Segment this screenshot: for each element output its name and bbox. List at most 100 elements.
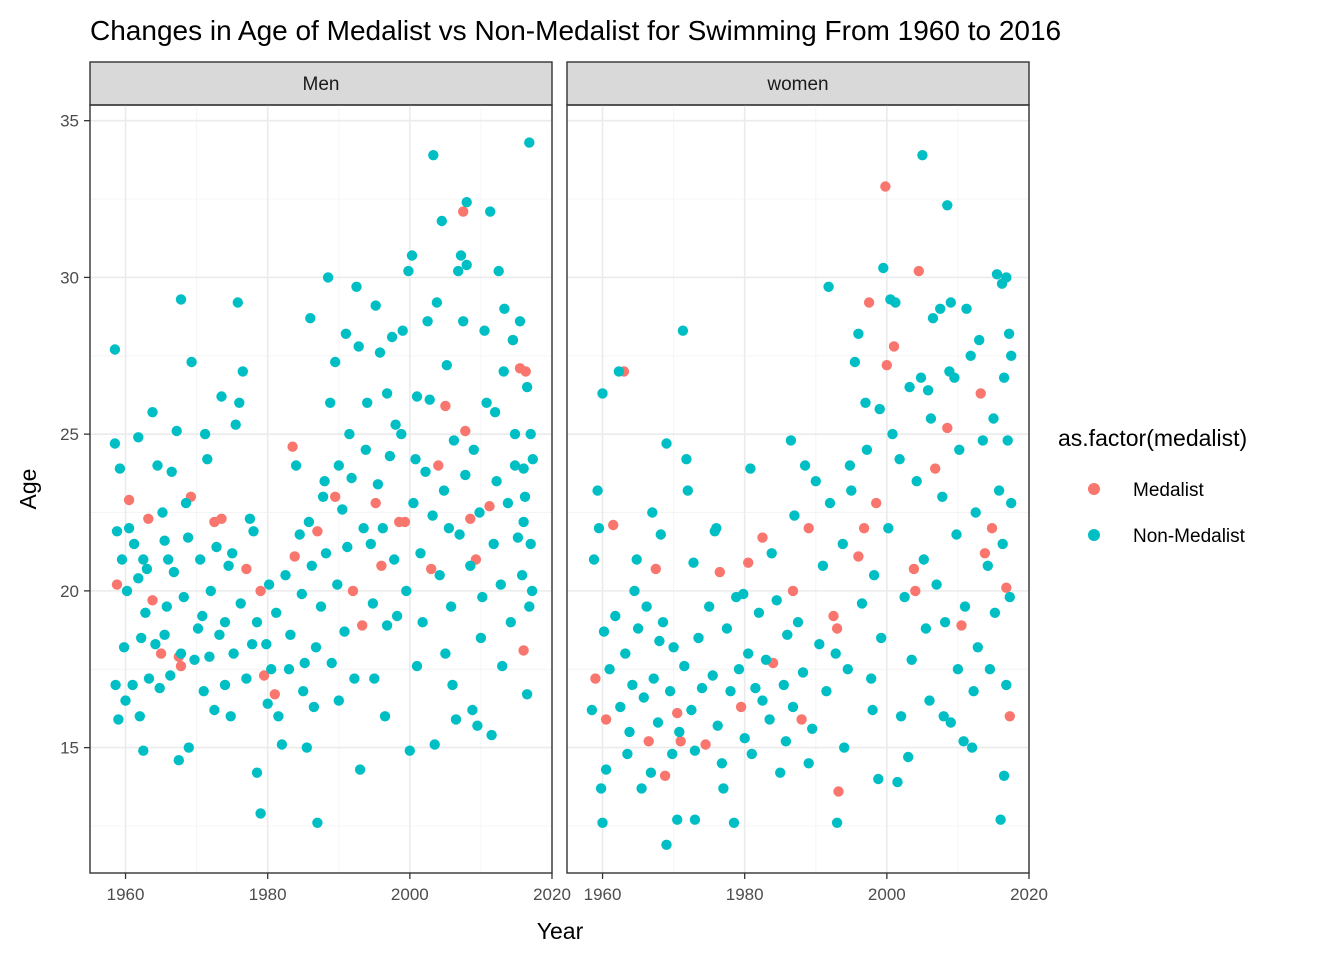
point-women-medalist — [650, 563, 661, 575]
point-women-non-medalist — [604, 664, 615, 675]
point-women-non-medalist — [600, 764, 612, 775]
point-men-medalist — [258, 670, 270, 681]
point-women-non-medalist — [598, 626, 610, 637]
point-women-non-medalist — [945, 717, 956, 728]
point-women-non-medalist — [951, 529, 962, 540]
point-women-non-medalist — [814, 639, 825, 650]
point-women-non-medalist — [712, 720, 723, 731]
point-women-non-medalist — [883, 523, 894, 534]
point-men-non-medalist — [326, 657, 337, 669]
point-women-non-medalist — [823, 281, 834, 292]
point-men-non-medalist — [121, 585, 133, 597]
point-women-non-medalist — [842, 664, 853, 675]
point-men-non-medalist — [365, 538, 376, 550]
point-women-non-medalist — [622, 748, 633, 760]
point-women-non-medalist — [906, 654, 917, 665]
point-men-non-medalist — [111, 526, 123, 537]
point-women-medalist — [975, 388, 986, 399]
point-women-non-medalist — [760, 654, 772, 665]
point-women-non-medalist — [595, 783, 607, 794]
point-men-non-medalist — [436, 215, 447, 227]
point-women-non-medalist — [686, 704, 697, 716]
point-men-medalist — [330, 491, 341, 502]
point-men-non-medalist — [232, 297, 243, 308]
point-men-non-medalist — [305, 313, 316, 324]
x-tick-label: 2000 — [868, 885, 906, 904]
point-men-non-medalist — [458, 316, 469, 327]
point-women-non-medalist — [839, 742, 850, 753]
point-men-non-medalist — [453, 265, 464, 277]
point-women-non-medalist — [846, 485, 857, 496]
point-men-non-medalist — [312, 817, 323, 828]
point-men-non-medalist — [516, 570, 528, 581]
point-women-non-medalist — [696, 682, 708, 694]
point-men-non-medalist — [228, 648, 239, 659]
point-women-non-medalist — [799, 460, 811, 471]
point-men-non-medalist — [489, 407, 501, 418]
point-men-non-medalist — [518, 516, 529, 528]
point-women-non-medalist — [935, 303, 946, 314]
point-men-non-medalist — [280, 570, 291, 581]
point-women-non-medalist — [984, 664, 996, 675]
point-men-non-medalist — [315, 601, 327, 612]
point-men-non-medalist — [189, 654, 200, 665]
point-men-medalist — [241, 563, 252, 575]
point-women-non-medalist — [775, 767, 786, 778]
x-tick-label: 1960 — [584, 885, 622, 904]
point-women-non-medalist — [704, 601, 715, 612]
point-men-non-medalist — [428, 150, 439, 161]
point-men-non-medalist — [420, 466, 431, 477]
legend-label-non-medalist: Non-Medalist — [1133, 526, 1246, 547]
point-women-non-medalist — [624, 726, 635, 738]
point-men-non-medalist — [251, 767, 263, 778]
point-men-non-medalist — [333, 695, 344, 706]
point-women-non-medalist — [592, 485, 603, 496]
point-women-non-medalist — [830, 648, 841, 659]
point-women-non-medalist — [959, 601, 971, 612]
point-men-non-medalist — [109, 438, 121, 449]
point-women-non-medalist — [738, 588, 749, 600]
point-women-medalist — [858, 523, 870, 534]
panel-men-points — [109, 137, 538, 828]
point-women-non-medalist — [657, 617, 669, 628]
panel-women-grid — [567, 105, 1030, 873]
point-women-non-medalist — [725, 686, 736, 697]
point-men-non-medalist — [157, 507, 168, 518]
point-women-non-medalist — [743, 648, 754, 659]
point-men-non-medalist — [509, 428, 521, 440]
point-women-non-medalist — [718, 783, 729, 794]
point-women-medalist — [986, 523, 998, 534]
point-women-non-medalist — [989, 607, 1001, 618]
point-men-non-medalist — [454, 529, 465, 540]
point-men-non-medalist — [333, 460, 344, 471]
point-men-non-medalist — [351, 281, 362, 292]
point-women-non-medalist — [939, 617, 951, 628]
point-men-non-medalist — [134, 711, 145, 722]
point-women-non-medalist — [942, 200, 953, 211]
point-women-non-medalist — [944, 366, 955, 377]
point-men-non-medalist — [415, 548, 426, 559]
point-men-non-medalist — [443, 523, 455, 534]
point-women-non-medalist — [597, 388, 608, 399]
point-men-non-medalist — [171, 425, 182, 437]
point-women-non-medalist — [925, 413, 937, 424]
panel-men: Men 1960 1980 2000 2020 — [89, 61, 571, 904]
point-men-non-medalist — [386, 331, 398, 343]
point-men-non-medalist — [447, 679, 458, 691]
point-women-non-medalist — [613, 366, 625, 377]
point-men-non-medalist — [296, 588, 307, 600]
point-men-non-medalist — [521, 381, 533, 393]
point-men-non-medalist — [202, 454, 213, 465]
point-men-medalist — [460, 425, 471, 437]
point-men-non-medalist — [235, 598, 246, 609]
point-men-non-medalist — [143, 673, 155, 684]
point-men-non-medalist — [251, 617, 263, 628]
point-men-non-medalist — [219, 679, 231, 691]
point-men-non-medalist — [322, 272, 334, 283]
point-men-non-medalist — [211, 541, 222, 553]
legend-key-medalist — [1088, 483, 1100, 495]
point-women-non-medalist — [638, 692, 649, 703]
point-men-non-medalist — [166, 466, 177, 477]
point-men-non-medalist — [468, 444, 479, 455]
point-men-non-medalist — [417, 617, 428, 628]
